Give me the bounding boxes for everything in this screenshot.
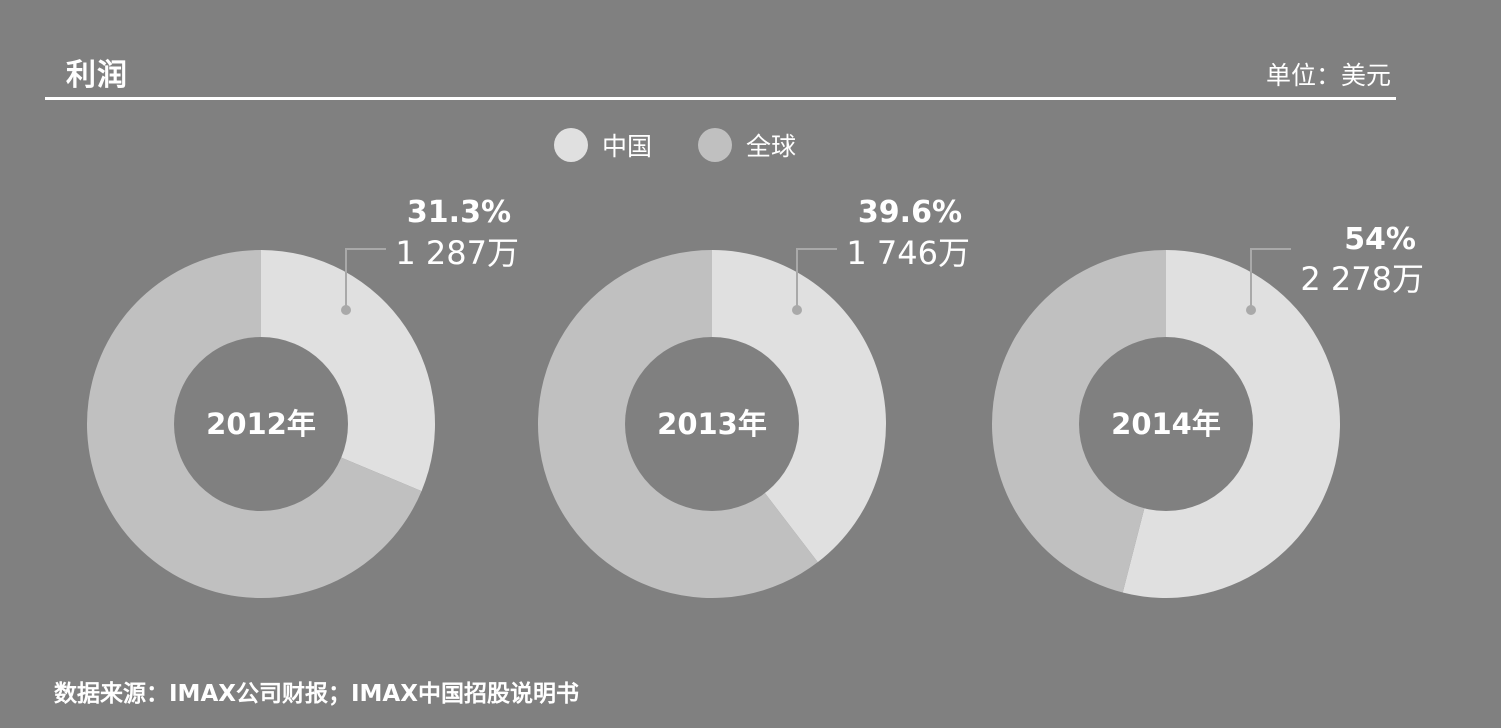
- leader-line: [345, 248, 386, 310]
- legend: 中国 全球: [554, 128, 842, 162]
- value-label: 2 278万: [1300, 260, 1424, 298]
- percent-label: 39.6%: [858, 195, 962, 230]
- percent-label: 31.3%: [407, 195, 511, 230]
- leader-line: [796, 248, 837, 310]
- data-source: 数据来源：IMAX公司财报；IMAX中国招股说明书: [54, 681, 579, 707]
- donut-chart-3: 2014年 54%2 278万: [992, 222, 1424, 598]
- year-label: 2012年: [206, 407, 316, 441]
- leader-dot: [341, 305, 351, 315]
- year-label: 2014年: [1111, 407, 1221, 441]
- donut-chart-2: 2013年 39.6% 1 746万: [537, 195, 970, 598]
- value-label: 1 287万: [395, 234, 519, 272]
- donut-hole: [174, 337, 348, 511]
- donut-slice-china: [712, 250, 886, 563]
- chart-title: 利润: [66, 58, 128, 93]
- legend-item-global: 全球: [698, 127, 796, 163]
- leader-dot: [792, 305, 802, 315]
- percent-label: 54%: [1344, 222, 1416, 257]
- title-divider: [45, 97, 1396, 100]
- year-label: 2013年: [657, 407, 767, 441]
- donut-chart-1: 2012年 31.3% 1 287万: [86, 195, 519, 598]
- donut-hole: [625, 337, 799, 511]
- leader-line: [1250, 248, 1291, 310]
- unit-label: 单位：美元: [1265, 61, 1391, 90]
- legend-label-global: 全球: [746, 132, 797, 161]
- value-label: 1 746万: [846, 234, 970, 272]
- donut-hole: [1079, 337, 1253, 511]
- leader-dot: [1246, 305, 1256, 315]
- donut-slice-global: [992, 250, 1166, 593]
- legend-swatch-global: [698, 128, 733, 162]
- legend-swatch-china: [554, 128, 588, 162]
- legend-label-china: 中国: [602, 132, 653, 161]
- legend-item-china: 中国: [554, 127, 652, 163]
